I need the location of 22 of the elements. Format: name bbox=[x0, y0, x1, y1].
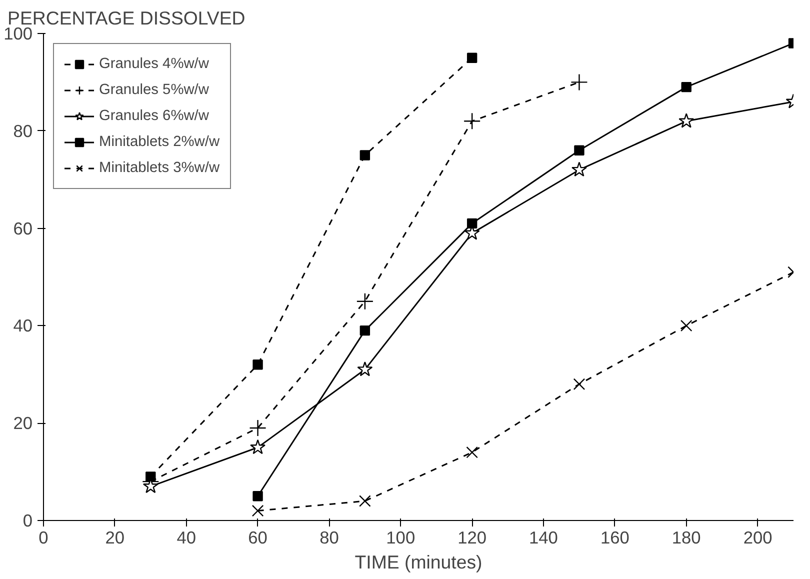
y-tick-label: 20 bbox=[13, 413, 33, 434]
legend-label: Granules 4%w/w bbox=[99, 56, 209, 72]
x-tick-label: 80 bbox=[320, 528, 339, 548]
x-tick-label: 60 bbox=[248, 528, 268, 548]
x-axis-title: TIME (minutes) bbox=[354, 552, 482, 572]
x-tick-label: 160 bbox=[600, 528, 630, 548]
legend-label: Granules 6%w/w bbox=[99, 108, 209, 124]
x-tick-label: 0 bbox=[38, 528, 48, 548]
y-tick-label: 80 bbox=[13, 120, 33, 141]
x-tick-label: 140 bbox=[529, 528, 558, 548]
x-tick-label: 20 bbox=[105, 528, 125, 548]
x-tick-label: 180 bbox=[672, 528, 701, 548]
x-tick-label: 120 bbox=[458, 528, 487, 548]
x-tick-label: 100 bbox=[386, 528, 416, 548]
x-tick-label: 40 bbox=[176, 528, 196, 548]
y-tick-label: 40 bbox=[13, 316, 33, 336]
y-tick-label: 60 bbox=[13, 218, 33, 238]
legend-label: Minitablets 2%w/w bbox=[99, 134, 220, 150]
y-tick-label: 0 bbox=[22, 510, 33, 530]
legend-label: Minitablets 3%w/w bbox=[99, 160, 220, 176]
x-tick-label: 200 bbox=[743, 528, 772, 548]
legend-label: Granules 5%w/w bbox=[99, 82, 209, 98]
